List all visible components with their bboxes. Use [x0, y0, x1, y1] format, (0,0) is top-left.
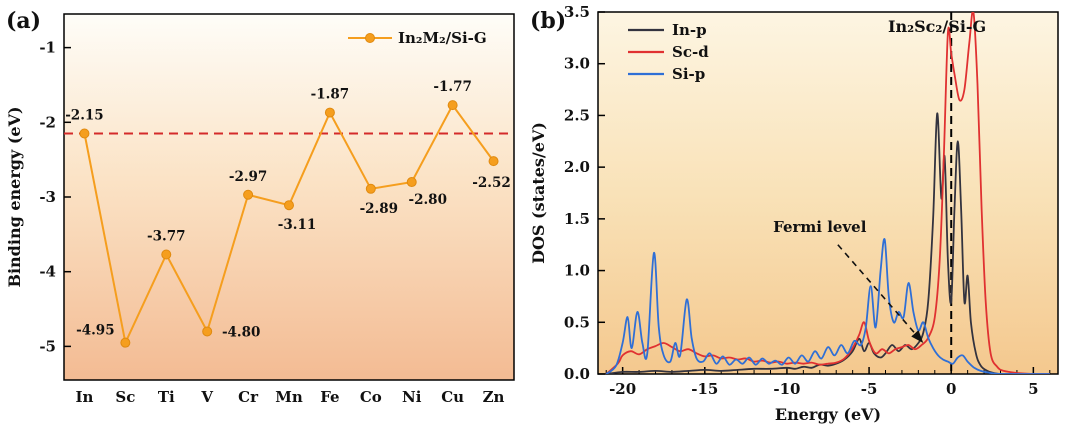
x-axis-a: In Sc Ti V Cr Mn Fe Co Ni Cu Zn — [75, 388, 504, 406]
y-tick-label: 3.0 — [564, 55, 590, 73]
y-tick-label: 3.5 — [564, 3, 590, 21]
y-tick-label: 2.5 — [564, 106, 590, 124]
legend-marker-icon — [365, 33, 375, 43]
point-label: -2.15 — [65, 108, 103, 124]
point-label: -2.97 — [229, 169, 267, 185]
x-tick-label: 0 — [946, 380, 956, 398]
y-tick-label: 1.5 — [564, 210, 590, 228]
x-category-label: Sc — [115, 388, 135, 406]
y-tick-label: 0.5 — [564, 313, 590, 331]
x-category-label: V — [200, 388, 213, 406]
x-category-label: In — [75, 388, 93, 406]
point-label: -4.80 — [222, 324, 260, 340]
dos-series-group — [605, 12, 1050, 374]
point-label: -2.80 — [408, 192, 446, 208]
binding-energy-markers — [79, 100, 499, 348]
x-category-label: Cu — [441, 388, 464, 406]
point-label: -3.77 — [147, 229, 185, 245]
y-axis-a: -1 -2 -3 -4 -5 — [39, 39, 71, 355]
x-category-label: Mn — [275, 388, 303, 406]
panel-b-dos-chart: -20 -15 -10 -5 0 5 0.0 0.5 1.0 1.5 2.0 2.5 3.0 3.5 Ene… — [529, 3, 1059, 424]
point-label: -1.77 — [433, 79, 471, 95]
x-tick-label: -10 — [773, 380, 800, 398]
y-tick-label: 1.0 — [564, 262, 590, 280]
y-tick-label: 0.0 — [564, 365, 590, 383]
point-label: -3.11 — [278, 217, 316, 233]
legend-a: In₂M₂/Si-G — [348, 29, 487, 47]
series-In-p — [606, 112, 1050, 374]
y-axis-title-b: DOS (states/eV) — [529, 122, 548, 264]
series-Sc-d — [605, 12, 1050, 374]
legend-label: Sc-d — [672, 43, 709, 61]
plot-area-b — [597, 11, 1059, 375]
y-tick-label: -1 — [39, 39, 56, 57]
x-category-label: Cr — [238, 388, 259, 406]
legend-label-a: In₂M₂/Si-G — [398, 29, 487, 47]
x-tick-label: -20 — [609, 380, 636, 398]
x-tick-label: -15 — [691, 380, 718, 398]
panel-letter-b: (b) — [530, 8, 566, 34]
x-category-label: Zn — [483, 388, 505, 406]
x-category-label: Ni — [402, 388, 422, 406]
point-label: -4.95 — [76, 323, 114, 339]
y-tick-label: -5 — [39, 337, 56, 355]
plot-area-a — [63, 13, 515, 381]
y-tick-label: -3 — [39, 188, 56, 206]
point-label: -2.52 — [472, 175, 510, 191]
panel-letter-a: (a) — [6, 8, 41, 34]
y-tick-label: -2 — [39, 113, 56, 131]
legend-label: In-p — [672, 21, 707, 39]
point-label: -2.89 — [360, 201, 398, 217]
x-category-label: Fe — [320, 388, 339, 406]
legend-label: Si-p — [672, 65, 705, 83]
y-tick-label: 2.0 — [564, 158, 590, 176]
x-tick-label: 5 — [1028, 380, 1038, 398]
series-Si-p — [605, 238, 1050, 374]
fermi-level-annotation: Fermi level — [773, 218, 867, 236]
legend-b: In-p Sc-d Si-p — [628, 21, 709, 83]
point-value-labels: -2.15 -4.95 -3.77 -4.80 -2.97 -3.11 -1.87 -2.89… — [65, 79, 511, 340]
x-category-label: Co — [360, 388, 382, 406]
chart-title-b: In₂Sc₂/Si-G — [888, 17, 986, 36]
y-tick-label: -4 — [39, 263, 56, 281]
point-label: -1.87 — [311, 87, 349, 103]
axes-b: -20 -15 -10 -5 0 5 0.0 0.5 1.0 1.5 2.0 2.5 3.0 3.5 — [564, 3, 1051, 398]
x-tick-label: -5 — [861, 380, 878, 398]
x-category-label: Ti — [158, 388, 175, 406]
y-axis-title-a: Binding energy (eV) — [5, 106, 24, 287]
x-axis-title-b: Energy (eV) — [775, 405, 881, 424]
